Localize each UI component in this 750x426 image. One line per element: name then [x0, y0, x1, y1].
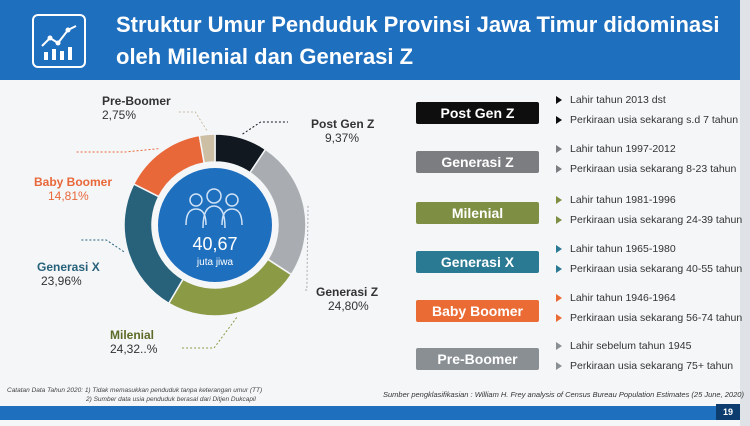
label-generasi-z: Generasi Z 24,80%	[316, 285, 379, 313]
label-generasi-x: Generasi X 23,96%	[37, 260, 100, 288]
label-milenial: Milenial 24,32..%	[110, 328, 158, 356]
generation-detail: Perkiraan usia sekarang 40-55 tahun	[556, 263, 742, 275]
generation-detail: Lahir tahun 2013 dst	[556, 94, 666, 106]
generation-detail: Lahir tahun 1997-2012	[556, 143, 676, 155]
generation-badge: Generasi Z	[416, 151, 539, 173]
triangle-bullet-icon	[556, 96, 562, 105]
generation-detail-text: Perkiraan usia sekarang 24-39 tahun	[570, 214, 743, 226]
donut-chart: 40,67 juta jiwa	[75, 111, 309, 349]
generation-detail: Lahir tahun 1981-1996	[556, 194, 676, 206]
triangle-bullet-icon	[556, 116, 562, 125]
leader-line-post-gen-z	[242, 121, 288, 135]
generation-detail-text: Perkiraan usia sekarang 8-23 tahun	[570, 163, 737, 175]
generation-badge: Post Gen Z	[416, 102, 539, 124]
slide-edge	[740, 0, 750, 426]
triangle-bullet-icon	[556, 265, 562, 274]
leader-line-generasi-z	[305, 205, 309, 291]
center-circle	[158, 168, 272, 282]
generation-badge: Milenial	[416, 202, 539, 224]
generation-row: Pre-Boomer Lahir sebelum tahun 1945 Perkir…	[416, 338, 746, 378]
footer-bar	[0, 406, 740, 420]
triangle-bullet-icon	[556, 245, 562, 254]
triangle-bullet-icon	[556, 145, 562, 154]
generation-detail-text: Perkiraan usia sekarang s.d 7 tahun	[570, 114, 739, 126]
generation-detail-text: Lahir tahun 2013 dst	[570, 94, 666, 106]
page-title-line1: Struktur Umur Penduduk Provinsi Jawa Tim…	[116, 12, 720, 37]
generation-badge: Generasi X	[416, 251, 539, 273]
generation-detail-text: Lahir sebelum tahun 1945	[570, 340, 692, 352]
generation-detail: Lahir tahun 1965-1980	[556, 243, 676, 255]
generation-detail-text: Perkiraan usia sekarang 75+ tahun	[570, 360, 734, 372]
label-post-gen-z: Post Gen Z 9,37%	[311, 117, 375, 145]
generation-row: Generasi Z Lahir tahun 1997-2012 Perkiraan…	[416, 141, 746, 181]
triangle-bullet-icon	[556, 165, 562, 174]
triangle-bullet-icon	[556, 294, 562, 303]
label-baby-boomer: Baby Boomer 14,81%	[34, 175, 113, 203]
generation-detail-text: Lahir tahun 1946-1964	[570, 292, 676, 304]
generation-detail: Perkiraan usia sekarang 56-74 tahun	[556, 312, 742, 324]
generation-detail-text: Perkiraan usia sekarang 40-55 tahun	[570, 263, 743, 275]
generation-row: Baby Boomer Lahir tahun 1946-1964 Perkiraa…	[416, 290, 746, 330]
source-note: Sumber pengklasifikasian : William H. Fr…	[383, 390, 744, 399]
generation-row: Generasi X Lahir tahun 1965-1980 Perkiraan…	[416, 241, 746, 281]
generation-badge: Baby Boomer	[416, 300, 539, 322]
triangle-bullet-icon	[556, 342, 562, 351]
generation-detail: Perkiraan usia sekarang 8-23 tahun	[556, 163, 736, 175]
generation-detail-text: Lahir tahun 1965-1980	[570, 243, 676, 255]
leader-line-baby-boomer	[75, 148, 159, 153]
generation-row: Milenial Lahir tahun 1981-1996 Perkiraan u…	[416, 192, 746, 232]
leader-line-pre-boomer	[178, 111, 208, 131]
generation-row: Post Gen Z Lahir tahun 2013 dst Perkiraan …	[416, 92, 746, 132]
donut-slice-pre-boomer	[198, 133, 216, 164]
generation-detail: Perkiraan usia sekarang 75+ tahun	[556, 360, 733, 372]
generation-detail: Lahir sebelum tahun 1945	[556, 340, 691, 352]
label-pre-boomer: Pre-Boomer 2,75%	[102, 94, 171, 122]
triangle-bullet-icon	[556, 362, 562, 371]
center-unit: juta jiwa	[196, 257, 234, 268]
generation-detail: Perkiraan usia sekarang s.d 7 tahun	[556, 114, 738, 126]
people-icon	[185, 188, 243, 229]
center-value: 40,67	[192, 234, 237, 254]
page-title-line2: oleh Milenial dan Generasi Z	[116, 44, 414, 69]
leader-line-generasi-x	[80, 239, 125, 253]
triangle-bullet-icon	[556, 216, 562, 225]
triangle-bullet-icon	[556, 196, 562, 205]
generation-detail-text: Perkiraan usia sekarang 56-74 tahun	[570, 312, 743, 324]
footnote-line2: 2) Sumber data usia penduduk berasal dar…	[86, 396, 256, 403]
leader-line-milenial	[180, 317, 238, 349]
generation-detail: Lahir tahun 1946-1964	[556, 292, 676, 304]
header-bar: Struktur Umur Penduduk Provinsi Jawa Tim…	[0, 0, 750, 80]
generation-detail-text: Lahir tahun 1981-1996	[570, 194, 676, 206]
footnote-line1: Catatan Data Tahun 2020: 1) Tidak memasu…	[7, 387, 263, 394]
generation-detail: Perkiraan usia sekarang 24-39 tahun	[556, 214, 742, 226]
generation-badge: Pre-Boomer	[416, 348, 539, 370]
chart-icon	[32, 14, 86, 68]
triangle-bullet-icon	[556, 314, 562, 323]
generation-detail-text: Lahir tahun 1997-2012	[570, 143, 676, 155]
page-number: 19	[716, 404, 740, 420]
